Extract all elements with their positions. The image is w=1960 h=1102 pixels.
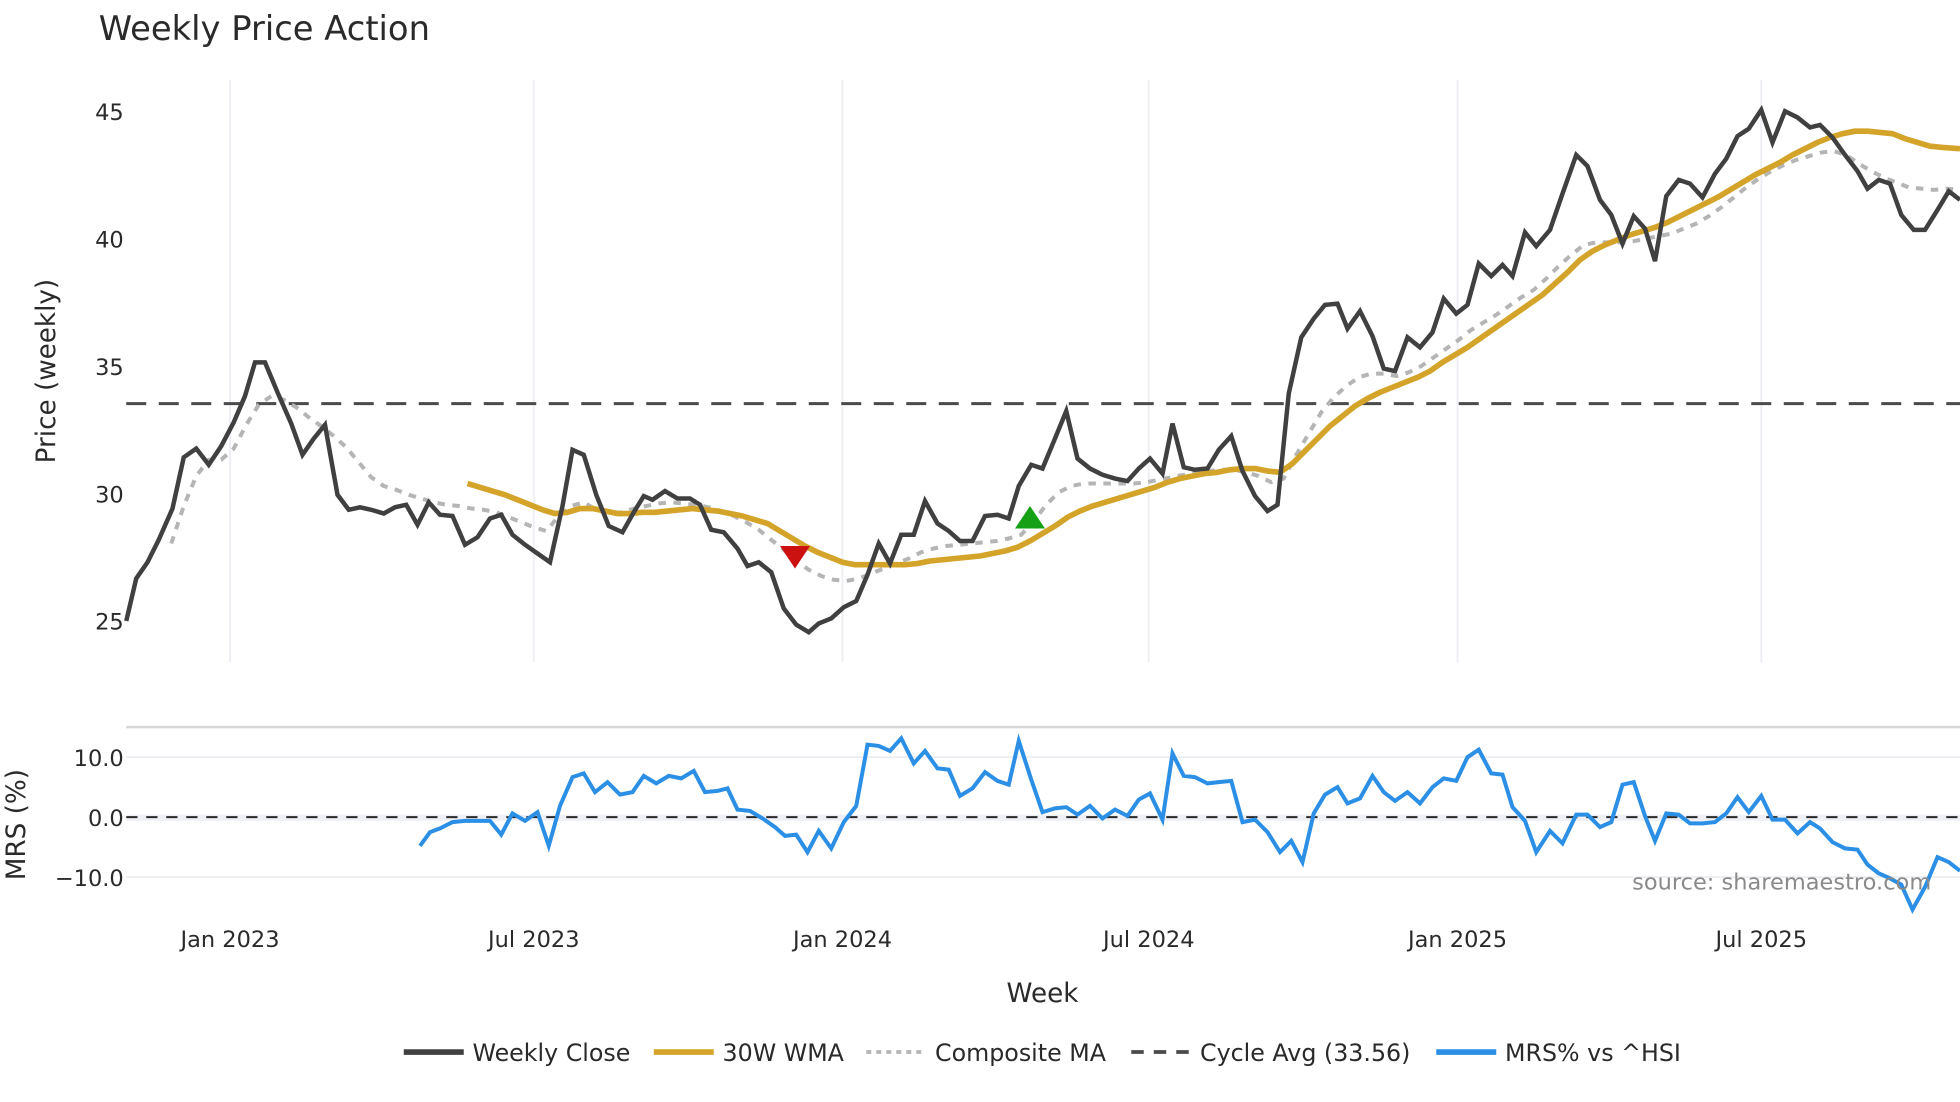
price-tick-label: 40: [95, 227, 124, 253]
price-axis-title: Price (weekly): [32, 279, 62, 464]
sell-signal-marker: [780, 546, 810, 569]
legend-label: MRS% vs ^HSI: [1505, 1039, 1681, 1067]
legend-label: 30W WMA: [723, 1039, 845, 1067]
x-tick-label: Jan 2023: [178, 927, 279, 953]
buy-signal-marker: [1015, 506, 1045, 529]
composite-ma-line: [169, 149, 1960, 584]
mrs-panel: [126, 725, 1960, 879]
legend-label: Cycle Avg (33.56): [1200, 1039, 1410, 1067]
price-tick-label: 45: [95, 100, 124, 126]
legend: Weekly Close 30W WMA Composite MA Cycle Avg…: [403, 1039, 1681, 1067]
mrs-y-ticks: 10.0 0.0 −10.0: [55, 746, 124, 892]
mrs-tick-label: 10.0: [74, 746, 124, 772]
price-tick-label: 25: [95, 610, 124, 636]
legend-label: Weekly Close: [473, 1039, 631, 1067]
mrs-tick-label: 0.0: [88, 806, 124, 832]
legend-item[interactable]: Cycle Avg (33.56): [1131, 1039, 1410, 1067]
x-axis-ticks: Jan 2023 Jul 2023 Jan 2024 Jul 2024 Jan 2025…: [178, 927, 1807, 953]
legend-label: Composite MA: [935, 1039, 1107, 1067]
mrs-line: [418, 733, 1960, 915]
mrs-axis-title: MRS (%): [2, 769, 32, 880]
signal-markers: [780, 506, 1045, 569]
x-tick-label: Jul 2024: [1101, 927, 1195, 953]
x-tick-label: Jan 2024: [791, 927, 892, 953]
x-tick-label: Jan 2025: [1406, 927, 1507, 953]
x-tick-label: Jul 2025: [1713, 927, 1807, 953]
price-tick-label: 30: [95, 482, 124, 508]
price-grid: [229, 79, 1763, 663]
price-tick-label: 35: [95, 355, 124, 381]
x-tick-label: Jul 2023: [486, 927, 580, 953]
weekly-close-line: [124, 104, 1960, 635]
series-layer: [124, 104, 1960, 915]
mrs-tick-label: −10.0: [55, 866, 124, 892]
x-axis-title: Week: [1007, 979, 1080, 1009]
wma-30w-line: [466, 128, 1960, 568]
price-y-ticks: 45 40 35 30 25: [95, 100, 124, 636]
legend-item[interactable]: MRS% vs ^HSI: [1436, 1039, 1681, 1067]
mrs-zero-band: [126, 814, 1960, 821]
legend-item[interactable]: Composite MA: [866, 1039, 1107, 1067]
chart-title: Weekly Price Action: [99, 9, 430, 48]
legend-item[interactable]: Weekly Close: [403, 1039, 631, 1067]
source-watermark: source: sharemaestro.com: [1632, 870, 1931, 896]
legend-item[interactable]: 30W WMA: [653, 1039, 845, 1067]
